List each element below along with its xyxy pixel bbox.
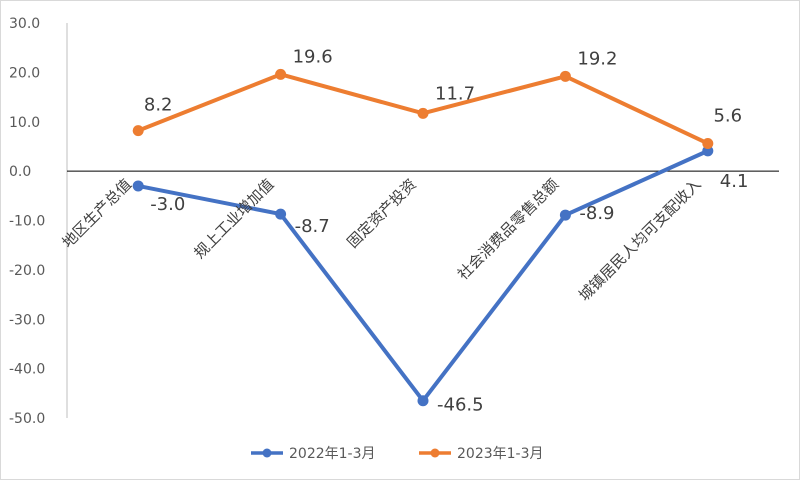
series-layer: [132, 68, 714, 407]
y-tick-label: -10.0: [9, 214, 45, 230]
data-point: [417, 395, 429, 407]
legend: 2022年1-3月 2023年1-3月: [251, 446, 544, 462]
data-labels: -3.0 -8.7 -46.5 -8.9 4.1 8.2 19.6 11.7 19.2 5.6: [144, 46, 749, 415]
y-tick-label: -50.0: [9, 411, 45, 427]
data-label: -8.9: [579, 203, 614, 224]
y-axis: 30.0 20.0 10.0 0.0 -10.0 -20.0 -30.0 -40.0 -50.0: [9, 16, 68, 427]
legend-label: 2023年1-3月: [457, 446, 544, 462]
category-label: 社会消费品零售总额: [454, 175, 562, 283]
y-tick-label: 10.0: [9, 115, 40, 131]
data-label: -46.5: [437, 395, 484, 416]
y-tick-label: -30.0: [9, 312, 45, 328]
data-point: [702, 137, 714, 149]
data-point: [275, 208, 287, 220]
data-label: 8.2: [144, 95, 173, 116]
category-label: 地区生产总值: [59, 175, 135, 251]
data-point: [132, 180, 144, 192]
category-label: 城镇居民人均可支配收入: [575, 175, 704, 304]
data-label: 11.7: [435, 83, 475, 104]
y-tick-label: 20.0: [9, 65, 40, 81]
data-label: 5.6: [713, 105, 742, 126]
data-point: [132, 125, 144, 137]
series-line: [136, 148, 710, 403]
data-label: 19.2: [577, 48, 617, 69]
data-point: [559, 209, 571, 221]
data-label: 4.1: [720, 171, 749, 192]
y-tick-label: 0.0: [9, 164, 31, 180]
data-point: [275, 68, 287, 80]
data-point: [417, 107, 429, 119]
data-label: 19.6: [293, 46, 333, 67]
legend-swatch-marker: [262, 448, 272, 458]
category-label: 规上工业增加值: [190, 175, 277, 262]
data-label: -3.0: [150, 194, 185, 215]
data-point: [559, 70, 571, 82]
y-tick-label: 30.0: [9, 16, 40, 32]
category-label: 固定资产投资: [343, 175, 419, 251]
y-tick-label: -40.0: [9, 362, 45, 378]
data-label: -8.7: [295, 216, 330, 237]
legend-label: 2022年1-3月: [289, 446, 376, 462]
legend-swatch-marker: [430, 448, 440, 458]
y-tick-label: -20.0: [9, 263, 45, 279]
